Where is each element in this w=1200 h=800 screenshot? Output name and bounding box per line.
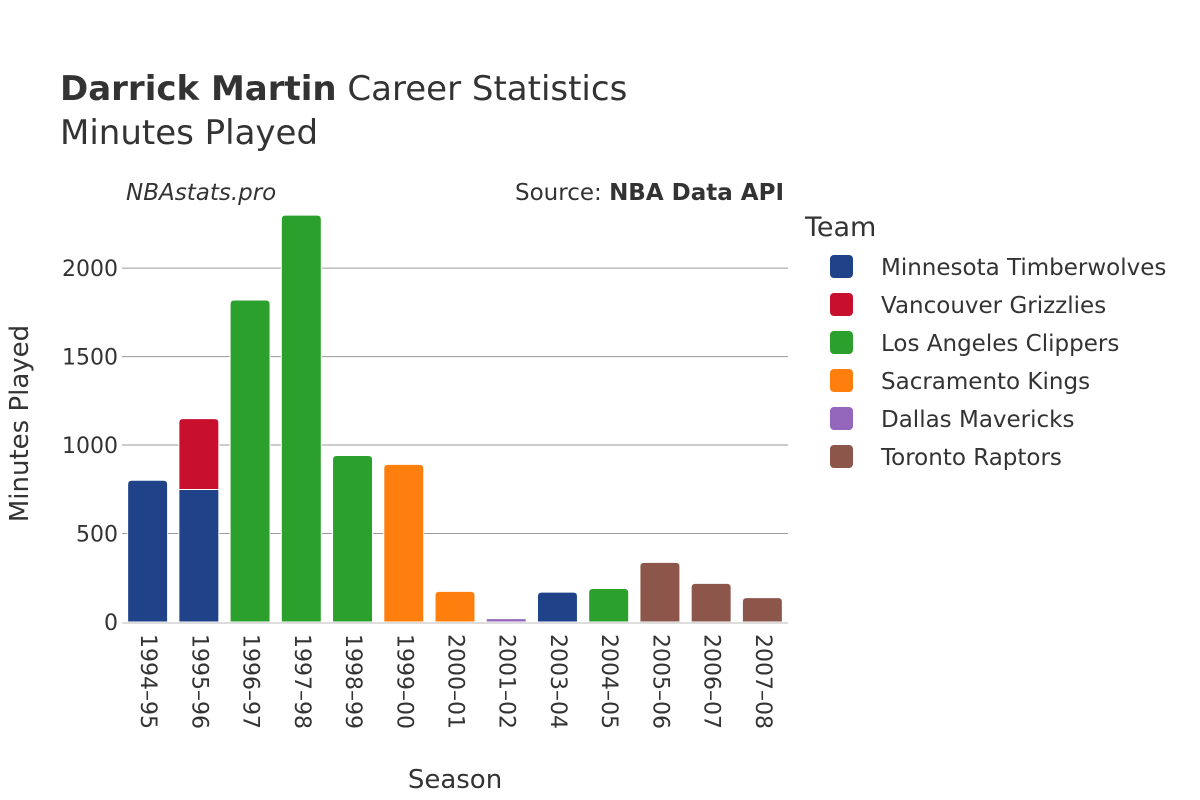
bar-dallas-mavericks[interactable] bbox=[485, 618, 527, 623]
legend-swatch-dallas-mavericks[interactable] bbox=[830, 407, 853, 430]
x-tick-label: 2003–04 bbox=[545, 634, 570, 729]
bar-vancouver-grizzlies[interactable] bbox=[178, 418, 220, 490]
legend-swatch-toronto-raptors[interactable] bbox=[830, 445, 853, 468]
x-tick-label: 1997–98 bbox=[289, 634, 314, 729]
legend-label-vancouver-grizzlies[interactable]: Vancouver Grizzlies bbox=[881, 293, 1106, 319]
x-tick-label: 2004–05 bbox=[596, 634, 621, 729]
legend-title: Team bbox=[804, 212, 876, 243]
x-tick-label: 1998–99 bbox=[340, 634, 365, 729]
x-tick-label: 2001–02 bbox=[494, 634, 519, 729]
legend-swatch-los-angeles-clippers[interactable] bbox=[830, 331, 853, 354]
bar-toronto-raptors[interactable] bbox=[741, 597, 783, 623]
x-tick-label: 2006–07 bbox=[699, 634, 724, 729]
bar-toronto-raptors[interactable] bbox=[690, 582, 732, 623]
y-axis-title: Minutes Played bbox=[5, 325, 35, 522]
x-tick-label: 1996–97 bbox=[238, 634, 263, 729]
legend-swatch-sacramento-kings[interactable] bbox=[830, 369, 853, 392]
legend-swatch-vancouver-grizzlies[interactable] bbox=[830, 293, 853, 316]
bar-minnesota-timberwolves[interactable] bbox=[178, 488, 220, 623]
bar-minnesota-timberwolves[interactable] bbox=[127, 479, 169, 623]
bar-los-angeles-clippers[interactable] bbox=[280, 214, 322, 623]
y-tick-label: 1000 bbox=[62, 434, 118, 459]
source-name: NBA Data API bbox=[609, 180, 784, 206]
source-prefix: Source: bbox=[515, 180, 609, 206]
x-tick-label: 1999–00 bbox=[391, 634, 416, 729]
legend-label-sacramento-kings[interactable]: Sacramento Kings bbox=[881, 369, 1090, 395]
bar-los-angeles-clippers[interactable] bbox=[332, 454, 374, 623]
legend-swatch-minnesota-timberwolves[interactable] bbox=[830, 255, 853, 278]
y-tick-label: 500 bbox=[76, 523, 118, 548]
legend-label-minnesota-timberwolves[interactable]: Minnesota Timberwolves bbox=[881, 255, 1166, 281]
bar-toronto-raptors[interactable] bbox=[639, 561, 681, 623]
x-tick-label: 1994–95 bbox=[135, 634, 160, 729]
legend-label-toronto-raptors[interactable]: Toronto Raptors bbox=[880, 445, 1062, 471]
legend-label-los-angeles-clippers[interactable]: Los Angeles Clippers bbox=[881, 331, 1119, 357]
bar-minnesota-timberwolves[interactable] bbox=[536, 591, 578, 623]
site-credit: NBAstats.pro bbox=[126, 180, 276, 206]
chart-subtitle: Minutes Played bbox=[60, 113, 318, 153]
x-tick-label: 2000–01 bbox=[443, 634, 468, 729]
gridlines bbox=[122, 267, 788, 535]
source-credit: Source: NBA Data API bbox=[515, 180, 784, 206]
bar-sacramento-kings[interactable] bbox=[434, 590, 476, 623]
bar-sacramento-kings[interactable] bbox=[383, 463, 425, 623]
bar-los-angeles-clippers[interactable] bbox=[229, 299, 271, 623]
title-player-name: Darrick Martin bbox=[60, 69, 337, 109]
y-tick-label: 0 bbox=[104, 611, 118, 636]
legend-label-dallas-mavericks[interactable]: Dallas Mavericks bbox=[881, 407, 1074, 433]
y-tick-label: 1500 bbox=[62, 346, 118, 371]
chart-title: Darrick Martin Career Statistics bbox=[60, 69, 627, 109]
bars bbox=[127, 214, 783, 623]
x-axis-ticks: 1994–95 1995–96 1996–97 1997–98 1998–99 1999–… bbox=[135, 634, 775, 729]
x-tick-label: 2007–08 bbox=[750, 634, 775, 729]
x-tick-label: 1995–96 bbox=[186, 634, 211, 729]
bar-los-angeles-clippers[interactable] bbox=[588, 588, 630, 623]
title-suffix: Career Statistics bbox=[337, 69, 628, 109]
y-tick-label: 2000 bbox=[62, 257, 118, 282]
x-axis-title: Season bbox=[408, 765, 502, 795]
legend: Team Minnesota Timberwolves Vancouver Gri… bbox=[804, 212, 1166, 471]
y-axis-ticks: 0 500 1000 1500 2000 bbox=[62, 257, 118, 636]
x-tick-label: 2005–06 bbox=[647, 634, 672, 729]
